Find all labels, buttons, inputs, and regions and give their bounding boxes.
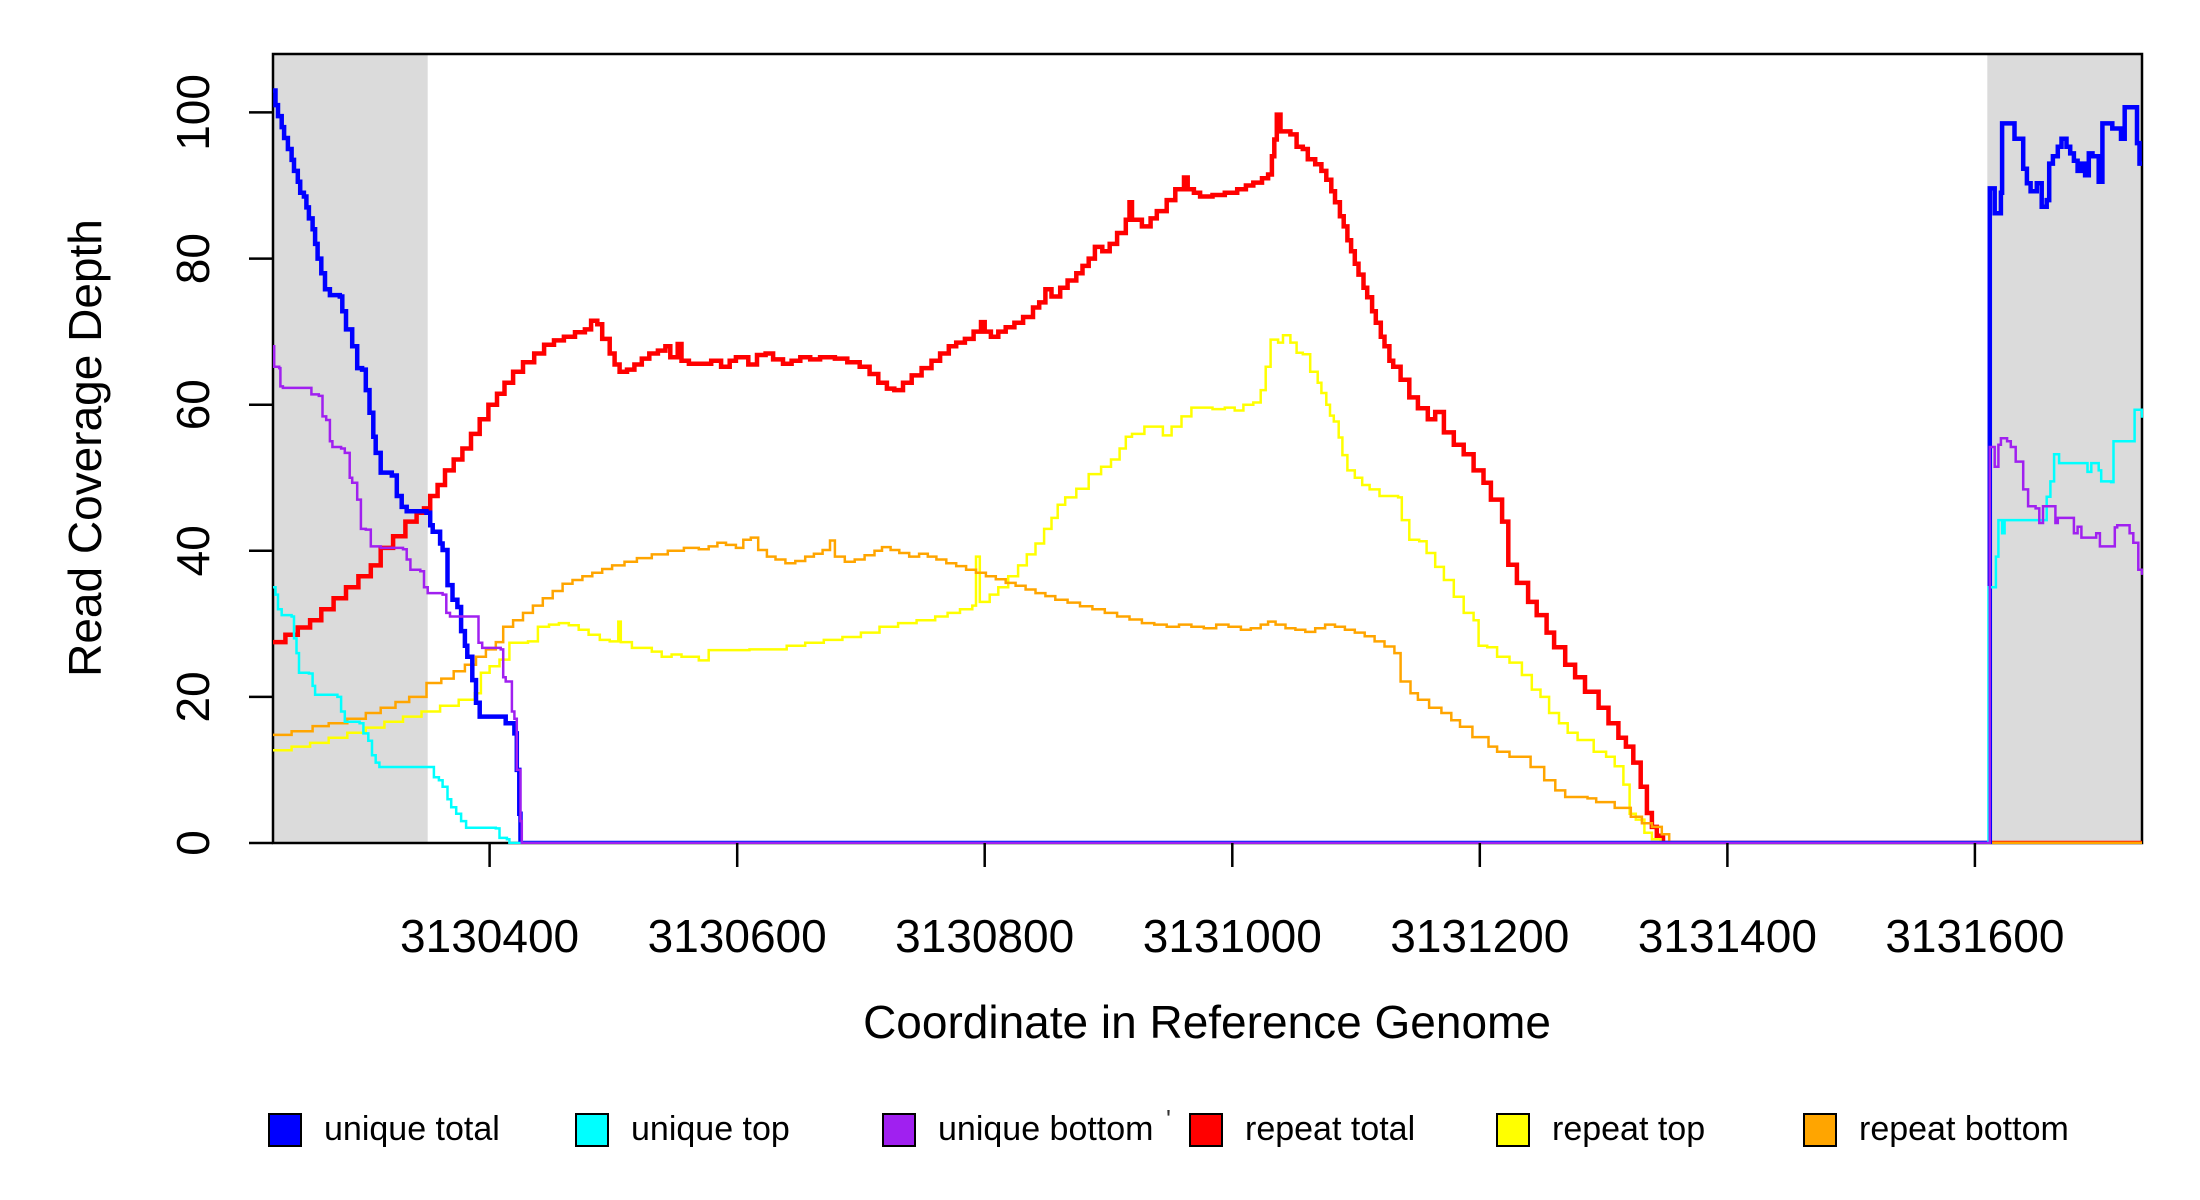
x-tick-label: 3131200 (1390, 910, 1569, 962)
series-line-repeat-top (273, 334, 2142, 844)
legend-item-repeat-bottom: repeat bottom (1803, 1110, 2069, 1149)
shaded-region (1987, 54, 2142, 843)
legend-swatch-repeat-total (1189, 1112, 1223, 1147)
legend-item-repeat-total: repeat total (1189, 1110, 1415, 1149)
stray-mark: ' (1166, 1104, 1171, 1134)
y-tick-label: 80 (167, 233, 219, 284)
series-line-repeat-bottom (273, 536, 2142, 844)
x-tick-label: 3131600 (1885, 910, 2064, 962)
y-axis-title: Read Coverage Depth (59, 219, 111, 677)
legend-item-unique-top: unique top (575, 1110, 790, 1149)
series-line-repeat-total (273, 112, 2142, 844)
legend-item-unique-total: unique total (268, 1110, 500, 1149)
legend-label: unique top (631, 1110, 790, 1148)
series-line-unique-total (273, 88, 2142, 844)
legend-swatch-repeat-bottom (1803, 1112, 1837, 1147)
x-tick-label: 3130600 (648, 910, 827, 962)
legend-swatch-unique-total (268, 1112, 302, 1147)
legend-swatch-unique-top (575, 1112, 609, 1147)
legend-item-unique-bottom: unique bottom (882, 1110, 1154, 1149)
y-tick-label: 60 (167, 379, 219, 430)
plot-border (271, 52, 2144, 845)
x-tick-label: 3131000 (1143, 910, 1322, 962)
y-tick-label: 40 (167, 525, 219, 576)
legend-label: repeat top (1552, 1110, 1706, 1148)
x-axis-title: Coordinate in Reference Genome (863, 996, 1551, 1048)
series-line-unique-top (273, 408, 2143, 844)
legend-label: repeat total (1245, 1110, 1416, 1148)
legend-label: repeat bottom (1859, 1110, 2069, 1148)
x-tick-label: 3131400 (1638, 910, 1817, 962)
legend-swatch-repeat-top (1496, 1112, 1530, 1147)
legend-label: unique total (324, 1110, 500, 1148)
x-tick-label: 3130800 (895, 910, 1074, 962)
y-tick-label: 100 (167, 74, 219, 151)
legend-swatch-unique-bottom (882, 1112, 916, 1147)
y-tick-label: 0 (167, 830, 219, 856)
x-tick-label: 3130400 (400, 910, 579, 962)
legend-label: unique bottom (938, 1110, 1154, 1148)
y-tick-label: 20 (167, 671, 219, 722)
series-line-unique-bottom (272, 344, 2143, 844)
legend-item-repeat-top: repeat top (1496, 1110, 1705, 1149)
